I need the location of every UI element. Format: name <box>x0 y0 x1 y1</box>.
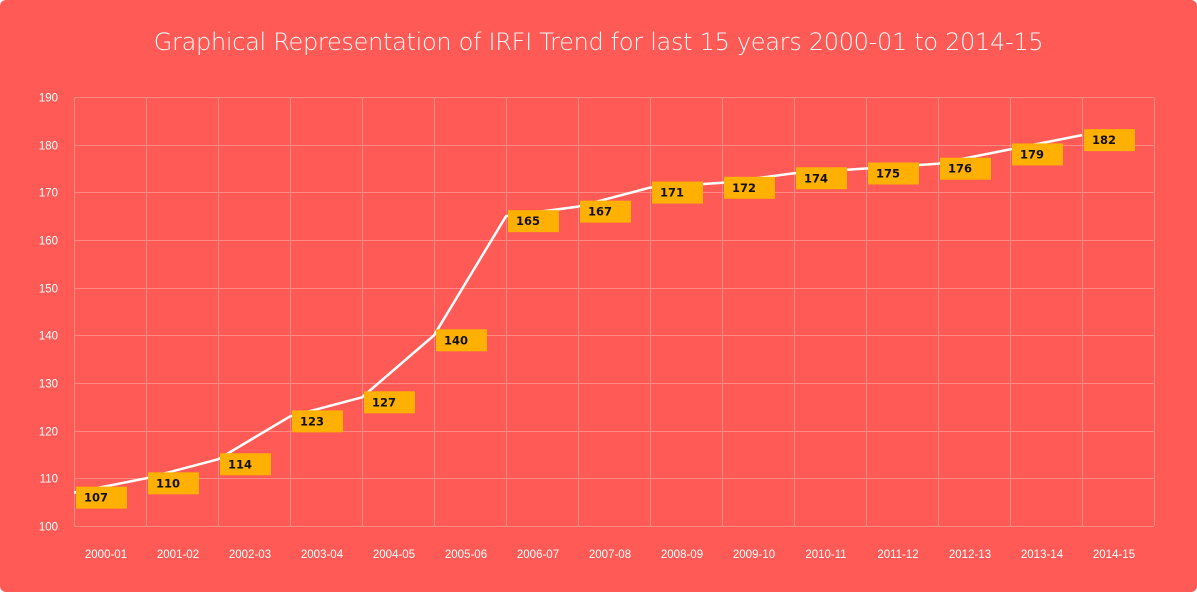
data-label: 114 <box>220 453 271 476</box>
data-labels: 107 110 114 123 127 140 165 167 171 172 174 175 176 1… <box>76 129 1135 509</box>
data-label-text: 123 <box>300 414 324 428</box>
data-label: 172 <box>724 176 775 199</box>
gridlines <box>74 97 1155 527</box>
y-tick-label: 190 <box>39 93 58 105</box>
x-tick-label: 2009-10 <box>733 549 775 561</box>
y-tick-label: 160 <box>39 236 58 248</box>
x-tick-label: 2005-06 <box>445 549 487 561</box>
y-tick-label: 100 <box>39 522 58 534</box>
data-label: 165 <box>508 210 559 233</box>
data-label-box <box>868 162 919 185</box>
data-label-box <box>364 391 415 414</box>
x-tick-label: 2001-02 <box>157 549 199 561</box>
x-tick-label: 2002-03 <box>229 549 271 561</box>
data-label-box <box>148 472 199 495</box>
x-tick-label: 2012-13 <box>949 549 991 561</box>
data-label-box <box>652 181 703 204</box>
y-tick-label: 110 <box>40 474 58 486</box>
y-tick-label: 150 <box>39 284 58 296</box>
data-label: 127 <box>364 391 415 414</box>
data-label-box <box>508 210 559 233</box>
data-label-text: 175 <box>876 167 900 181</box>
data-label: 174 <box>796 167 847 190</box>
data-label: 167 <box>580 200 631 223</box>
data-label: 123 <box>292 410 343 433</box>
data-label: 171 <box>652 181 703 204</box>
data-label-text: 171 <box>660 186 684 200</box>
x-tick-label: 2014-15 <box>1093 549 1135 561</box>
x-tick-label: 2004-05 <box>373 549 415 561</box>
data-label: 110 <box>148 472 199 495</box>
x-tick-label: 2010-11 <box>805 549 846 561</box>
data-label-box <box>292 410 343 433</box>
x-tick-label: 2008-09 <box>661 549 703 561</box>
data-label-box <box>1084 129 1135 152</box>
data-label-box <box>940 157 991 180</box>
data-label-text: 114 <box>228 457 252 471</box>
data-label: 179 <box>1012 143 1063 166</box>
x-tick-label: 2007-08 <box>589 549 631 561</box>
data-label-box <box>76 486 127 509</box>
data-label-text: 174 <box>804 171 828 185</box>
data-label-box <box>724 176 775 199</box>
data-label: 175 <box>868 162 919 185</box>
data-label-text: 167 <box>588 205 612 219</box>
y-tick-label: 170 <box>39 188 58 200</box>
data-label-text: 127 <box>372 395 396 409</box>
data-label-text: 176 <box>948 162 972 176</box>
data-label: 182 <box>1084 129 1135 152</box>
data-label: 107 <box>76 486 127 509</box>
data-label: 140 <box>436 329 487 352</box>
data-label-text: 110 <box>156 476 180 490</box>
data-label-text: 107 <box>84 491 108 505</box>
data-label-box <box>796 167 847 190</box>
x-tick-label: 2013-14 <box>1021 549 1064 561</box>
data-label-text: 182 <box>1092 133 1116 147</box>
x-tick-label: 2011-12 <box>877 549 918 561</box>
data-label-text: 172 <box>732 181 756 195</box>
data-label-box <box>436 329 487 352</box>
y-tick-label: 130 <box>39 379 58 391</box>
data-label-box <box>1012 143 1063 166</box>
x-tick-label: 2000-01 <box>85 549 127 561</box>
y-tick-label: 120 <box>39 427 58 439</box>
data-label-text: 179 <box>1020 147 1044 161</box>
data-label-box <box>220 453 271 476</box>
data-label: 176 <box>940 157 991 180</box>
x-axis: 2000-01 2001-02 2002-03 2003-04 2004-05 2005-… <box>85 549 1135 561</box>
data-label-box <box>580 200 631 223</box>
data-label-text: 140 <box>444 333 468 347</box>
y-axis: 100 110 120 130 140 150 160 170 180 190 <box>39 93 58 534</box>
data-label-text: 165 <box>516 214 540 228</box>
y-tick-label: 140 <box>39 331 58 343</box>
y-tick-label: 180 <box>39 141 58 153</box>
x-tick-label: 2003-04 <box>301 549 344 561</box>
chart-title: Graphical Representation of IRFI Trend f… <box>153 28 1044 56</box>
x-tick-label: 2006-07 <box>517 549 559 561</box>
